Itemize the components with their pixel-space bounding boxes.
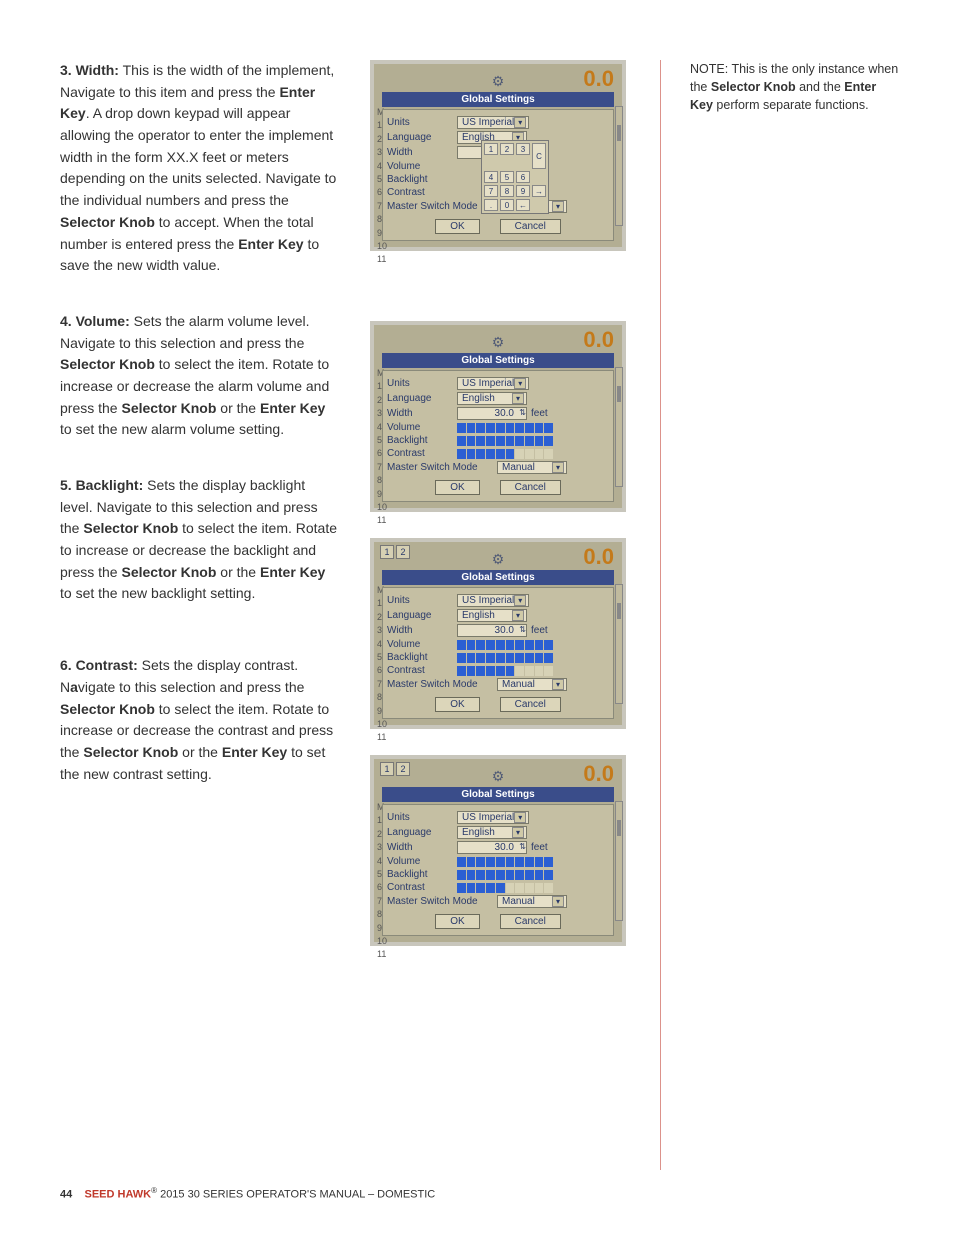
units-dropdown[interactable]: US Imperial bbox=[457, 377, 529, 390]
cancel-button[interactable]: Cancel bbox=[500, 219, 561, 234]
gear-icon: ⚙ bbox=[492, 551, 505, 568]
numeric-keypad[interactable]: 123C 456 789→ .0← bbox=[481, 140, 549, 214]
contrast-bar[interactable] bbox=[457, 449, 553, 459]
cancel-button[interactable]: Cancel bbox=[500, 914, 561, 929]
volume-bar[interactable] bbox=[457, 423, 553, 433]
msm-dropdown[interactable]: Manual bbox=[497, 895, 567, 908]
screenshot-volume: M1.2.3.4.5.6.7.8.9.1011 ⚙0.0 Global Sett… bbox=[370, 321, 626, 512]
scrollbar[interactable] bbox=[615, 106, 623, 226]
volume-bar[interactable] bbox=[457, 857, 553, 867]
scrollbar[interactable] bbox=[615, 584, 623, 704]
backlight-bar[interactable] bbox=[457, 653, 553, 663]
brand-name: SEED HAWK bbox=[84, 1189, 151, 1201]
scrollbar[interactable] bbox=[615, 367, 623, 487]
backlight-bar[interactable] bbox=[457, 870, 553, 880]
gear-icon: ⚙ bbox=[492, 334, 505, 351]
volume-bar[interactable] bbox=[457, 640, 553, 650]
width-field[interactable]: 30.0 bbox=[457, 841, 527, 854]
para-width: 3. Width: This is the width of the imple… bbox=[60, 60, 340, 277]
msm-dropdown[interactable]: Manual bbox=[497, 678, 567, 691]
rate-value: 0.0 bbox=[583, 66, 614, 92]
language-dropdown[interactable]: English bbox=[457, 609, 527, 622]
ok-button[interactable]: OK bbox=[435, 697, 479, 712]
settings-panel: UnitsUS Imperial LanguageEnglish Width30… bbox=[382, 109, 614, 241]
page-number: 44 bbox=[60, 1189, 72, 1201]
para-contrast: 6. Contrast: Sets the display contrast. … bbox=[60, 655, 340, 785]
backlight-bar[interactable] bbox=[457, 436, 553, 446]
page-footer: 44 SEED HAWK® 2015 30 SERIES OPERATOR'S … bbox=[60, 1186, 435, 1201]
scrollbar[interactable] bbox=[615, 801, 623, 921]
para-volume: 4. Volume: Sets the alarm volume level. … bbox=[60, 311, 340, 441]
width-field[interactable]: 30.0 bbox=[457, 407, 527, 420]
units-dropdown[interactable]: US Imperial bbox=[457, 594, 529, 607]
screenshot-width: M1.2.3.4.5.6.7.8.9.1011 ⚙0.0 Global Sett… bbox=[370, 60, 626, 251]
vertical-rule bbox=[660, 60, 661, 1170]
language-dropdown[interactable]: English bbox=[457, 392, 527, 405]
side-note: NOTE: This is the only instance when the… bbox=[690, 60, 900, 972]
dialog-title: Global Settings bbox=[382, 92, 614, 107]
units-dropdown[interactable]: US Imperial bbox=[457, 811, 529, 824]
contrast-bar[interactable] bbox=[457, 666, 553, 676]
para-lead: 3. Width: bbox=[60, 62, 119, 78]
language-dropdown[interactable]: English bbox=[457, 826, 527, 839]
contrast-bar[interactable] bbox=[457, 883, 553, 893]
para-backlight: 5. Backlight: Sets the display backlight… bbox=[60, 475, 340, 605]
ok-button[interactable]: OK bbox=[435, 914, 479, 929]
screenshot-backlight: 12 M1.2.3.4.5.6.7.8.9.1011 ⚙0.0 Global S… bbox=[370, 538, 626, 729]
ok-button[interactable]: OK bbox=[435, 219, 479, 234]
text-column: 3. Width: This is the width of the imple… bbox=[60, 60, 340, 972]
screenshot-column: M1.2.3.4.5.6.7.8.9.1011 ⚙0.0 Global Sett… bbox=[370, 60, 660, 972]
msm-dropdown[interactable]: Manual bbox=[497, 461, 567, 474]
cancel-button[interactable]: Cancel bbox=[500, 697, 561, 712]
cancel-button[interactable]: Cancel bbox=[500, 480, 561, 495]
gear-icon: ⚙ bbox=[492, 768, 505, 785]
gear-icon: ⚙ bbox=[492, 73, 505, 90]
screenshot-contrast: 12 M1.2.3.4.5.6.7.8.9.1011 ⚙0.0 Global S… bbox=[370, 755, 626, 946]
width-field[interactable]: 30.0 bbox=[457, 624, 527, 637]
ok-button[interactable]: OK bbox=[435, 480, 479, 495]
units-dropdown[interactable]: US Imperial bbox=[457, 116, 529, 129]
